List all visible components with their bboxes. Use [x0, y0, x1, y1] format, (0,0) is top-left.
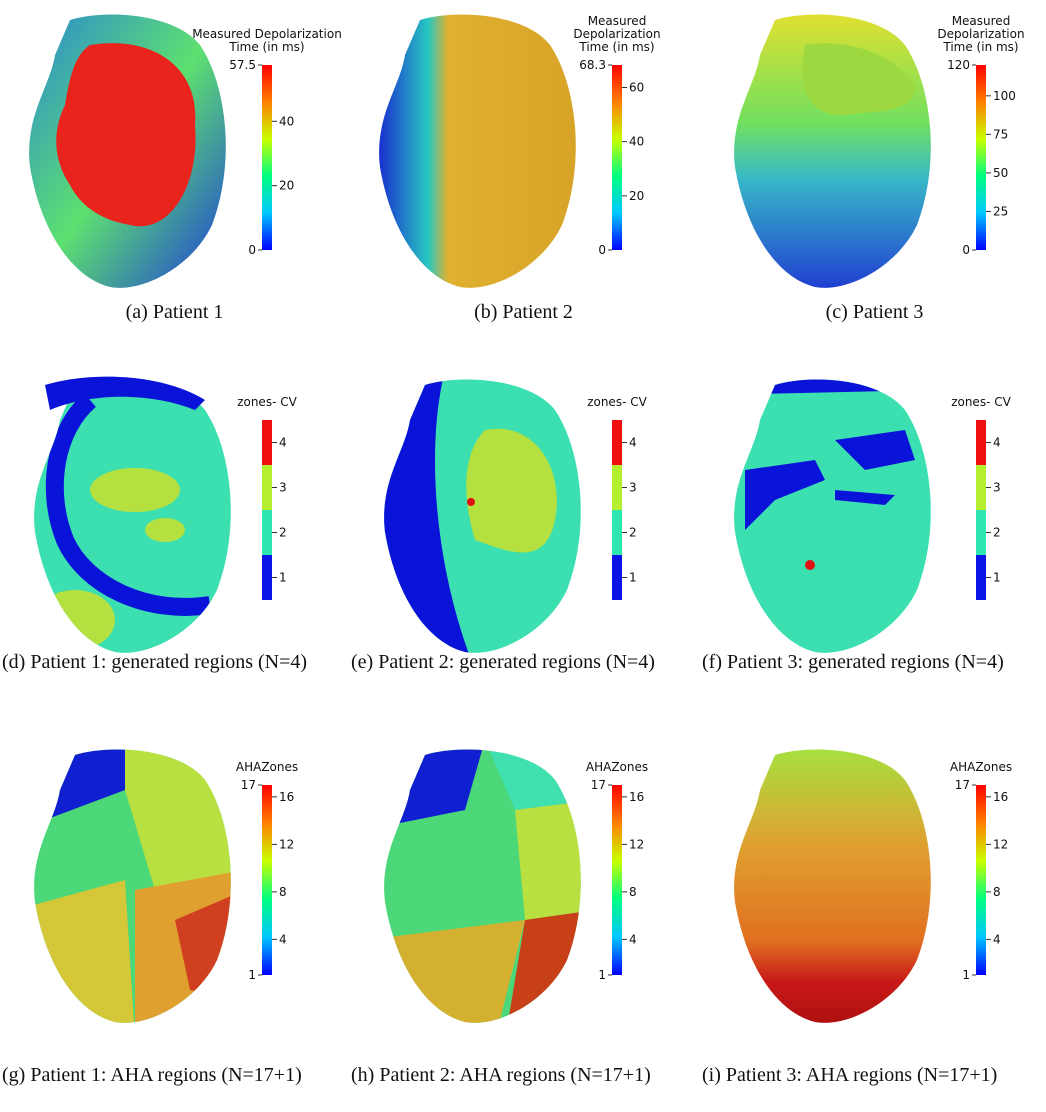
- colorbar-tick-label: 4: [629, 932, 637, 946]
- colorbar-end-label: 17: [955, 778, 970, 792]
- colorbar-tick-label: 20: [279, 179, 294, 193]
- colorbar-end-label: 0: [598, 243, 606, 257]
- heart-render: [34, 749, 231, 1023]
- caption: (b) Patient 2: [474, 301, 573, 323]
- colorbar-title: Depolarization: [573, 27, 660, 41]
- colorbar-step: [612, 420, 622, 465]
- colorbar-title: zones- CV: [951, 395, 1011, 409]
- colorbar-tick-label: 1: [993, 571, 1001, 585]
- caption: (g) Patient 1: AHA regions (N=17+1): [2, 1064, 302, 1086]
- colorbar-end-label: 68.3: [579, 58, 606, 72]
- colorbar-tick-label: 4: [993, 932, 1001, 946]
- colorbar-tick-label: 2: [279, 526, 287, 540]
- colorbar-title: zones- CV: [237, 395, 297, 409]
- colorbar-step: [976, 465, 986, 510]
- colorbar-tick-label: 2: [629, 526, 637, 540]
- caption: (c) Patient 3: [825, 301, 924, 323]
- colorbar-tick-label: 16: [629, 790, 644, 804]
- colorbar-tick-label: 16: [279, 790, 294, 804]
- colorbar: [612, 65, 622, 250]
- colorbar-tick-label: 2: [993, 526, 1001, 540]
- colorbar-tick-label: 50: [993, 166, 1008, 180]
- colorbar-title: Measured: [952, 14, 1011, 28]
- colorbar-tick-label: 12: [993, 837, 1008, 851]
- colorbar-step: [262, 510, 272, 555]
- colorbar-end-label: 0: [248, 243, 256, 257]
- colorbar-step: [612, 555, 622, 600]
- colorbar-step: [262, 420, 272, 465]
- colorbar-tick-label: 3: [279, 481, 287, 495]
- colorbar-tick-label: 100: [993, 89, 1016, 103]
- colorbar-tick-label: 4: [993, 436, 1001, 450]
- colorbar-tick-label: 1: [279, 571, 287, 585]
- colorbar-tick-label: 40: [279, 114, 294, 128]
- colorbar: [262, 65, 272, 250]
- colorbar-end-label: 1: [598, 968, 606, 982]
- colorbar: [976, 785, 986, 975]
- colorbar-step: [976, 555, 986, 600]
- colorbar-tick-label: 40: [629, 135, 644, 149]
- colorbar-title: Time (in ms): [942, 40, 1018, 54]
- colorbar-end-label: 1: [248, 968, 256, 982]
- colorbar-title: zones- CV: [587, 395, 647, 409]
- colorbar-end-label: 17: [241, 778, 256, 792]
- colorbar-end-label: 0: [962, 243, 970, 257]
- colorbar-title: Time (in ms): [228, 40, 304, 54]
- caption: (f) Patient 3: generated regions (N=4): [702, 651, 1004, 673]
- heart-render: [379, 14, 576, 288]
- colorbar: [976, 65, 986, 250]
- colorbar-step: [262, 555, 272, 600]
- caption: (d) Patient 1: generated regions (N=4): [2, 651, 308, 673]
- colorbar-tick-label: 60: [629, 80, 644, 94]
- colorbar-tick-label: 3: [629, 481, 637, 495]
- colorbar-title: Depolarization: [937, 27, 1024, 41]
- colorbar-step: [612, 465, 622, 510]
- heart-render: [384, 379, 581, 653]
- caption: (e) Patient 2: generated regions (N=4): [351, 651, 655, 673]
- colorbar-step: [976, 420, 986, 465]
- colorbar-title: Measured: [588, 14, 647, 28]
- caption: (a) Patient 1: [125, 301, 224, 323]
- colorbar-tick-label: 8: [993, 885, 1001, 899]
- colorbar-tick-label: 3: [993, 481, 1001, 495]
- colorbar-tick-label: 4: [279, 932, 287, 946]
- colorbar-tick-label: 8: [629, 885, 637, 899]
- colorbar-title: AHAZones: [950, 760, 1012, 774]
- colorbar-title: Time (in ms): [578, 40, 654, 54]
- heart-render: [734, 14, 931, 288]
- caption: (i) Patient 3: AHA regions (N=17+1): [702, 1064, 998, 1086]
- colorbar-step: [262, 465, 272, 510]
- colorbar-end-label: 17: [591, 778, 606, 792]
- heart-render: [384, 749, 581, 1023]
- colorbar-end-label: 1: [962, 968, 970, 982]
- colorbar-title: AHAZones: [236, 760, 298, 774]
- colorbar-tick-label: 25: [993, 204, 1008, 218]
- colorbar-title: Measured Depolarization: [192, 27, 342, 41]
- colorbar: [612, 785, 622, 975]
- colorbar-tick-label: 4: [279, 436, 287, 450]
- heart-render: [734, 749, 931, 1023]
- heart-render: [734, 379, 931, 653]
- colorbar-tick-label: 1: [629, 571, 637, 585]
- colorbar-tick-label: 16: [993, 790, 1008, 804]
- colorbar: [262, 785, 272, 975]
- colorbar-tick-label: 12: [279, 837, 294, 851]
- heart-render: [29, 14, 226, 288]
- colorbar-end-label: 120: [947, 58, 970, 72]
- caption: (h) Patient 2: AHA regions (N=17+1): [351, 1064, 651, 1086]
- colorbar-tick-label: 4: [629, 436, 637, 450]
- colorbar-tick-label: 12: [629, 837, 644, 851]
- heart-render: [34, 376, 231, 653]
- colorbar-step: [976, 510, 986, 555]
- colorbar-end-label: 57.5: [229, 58, 256, 72]
- colorbar-tick-label: 8: [279, 885, 287, 899]
- colorbar-tick-label: 20: [629, 189, 644, 203]
- colorbar-title: AHAZones: [586, 760, 648, 774]
- colorbar-step: [612, 510, 622, 555]
- colorbar-tick-label: 75: [993, 127, 1008, 141]
